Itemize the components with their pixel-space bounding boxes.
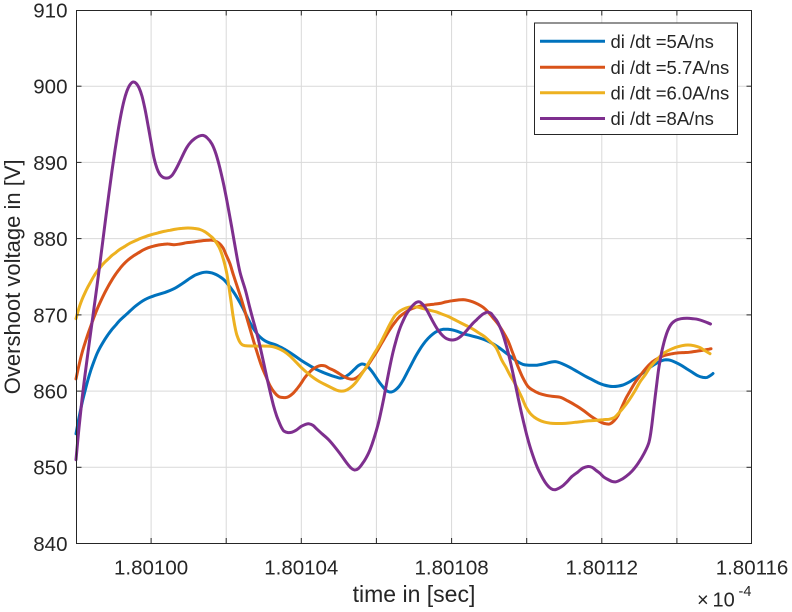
svg-text:890: 890 [33, 152, 67, 175]
svg-text:time in [sec]: time in [sec] [353, 581, 476, 607]
svg-text:Overshoot voltage in [V]: Overshoot voltage in [V] [0, 159, 25, 394]
svg-text:850: 850 [33, 457, 67, 480]
svg-text:1.80108: 1.80108 [415, 557, 489, 580]
svg-text:di /dt =8A/ns: di /dt =8A/ns [611, 108, 714, 129]
svg-text:840: 840 [33, 533, 67, 556]
svg-text:1.80112: 1.80112 [566, 557, 639, 580]
svg-text:860: 860 [33, 381, 67, 404]
svg-text:1.80100: 1.80100 [114, 557, 188, 580]
svg-text:×: × [697, 590, 709, 612]
svg-text:870: 870 [33, 304, 67, 327]
svg-text:1.80104: 1.80104 [264, 557, 338, 580]
svg-text:di /dt =5A/ns: di /dt =5A/ns [611, 31, 714, 52]
svg-text:di /dt =5.7A/ns: di /dt =5.7A/ns [611, 57, 730, 78]
svg-text:di /dt =6.0A/ns: di /dt =6.0A/ns [611, 82, 730, 103]
svg-text:-4: -4 [739, 584, 752, 600]
svg-text:880: 880 [33, 228, 67, 251]
svg-text:900: 900 [33, 76, 67, 99]
svg-text:1.80116: 1.80116 [716, 557, 789, 580]
svg-text:10: 10 [713, 590, 735, 612]
svg-text:910: 910 [33, 0, 67, 22]
